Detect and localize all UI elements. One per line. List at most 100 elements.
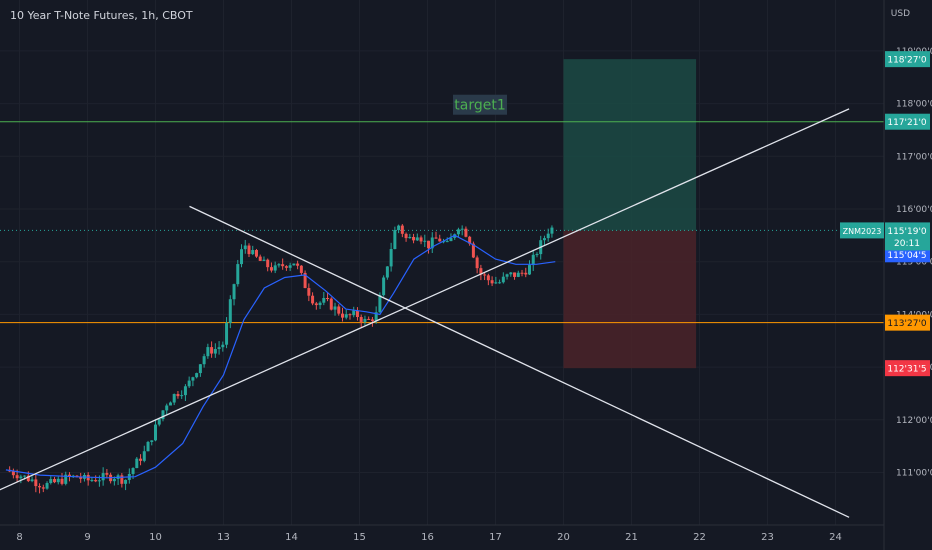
take-profit-zone[interactable]	[563, 59, 697, 231]
candle-body	[423, 240, 427, 242]
countdown-label: 20:11	[894, 239, 920, 249]
candle-body	[94, 480, 98, 482]
candle-body	[404, 233, 408, 239]
candle-body	[524, 272, 528, 275]
candle-body	[427, 240, 431, 249]
candle-body	[217, 347, 221, 350]
candle-body	[494, 282, 498, 284]
stop-loss-zone[interactable]	[563, 230, 697, 369]
candle-body	[180, 395, 184, 397]
candle-body	[419, 237, 423, 242]
candle-body	[370, 319, 374, 321]
candle-body	[382, 277, 386, 296]
candle-body	[157, 419, 161, 425]
tp-price-badge-bg	[885, 51, 930, 68]
candle-body	[56, 478, 60, 483]
candle-body	[64, 474, 68, 484]
candle-body	[131, 468, 135, 474]
candle-body	[146, 441, 150, 452]
candle-body	[486, 275, 490, 281]
candle-body	[243, 245, 247, 250]
trendline-1[interactable]	[0, 108, 850, 496]
tp-price-badge: 118'27'0	[887, 56, 927, 66]
candle-body	[378, 295, 382, 313]
candle-body	[296, 263, 300, 266]
candle-body	[314, 303, 318, 306]
x-tick-label: 8	[16, 532, 22, 543]
candle-body	[41, 487, 45, 489]
candle-body	[468, 236, 472, 244]
candle-body	[430, 237, 434, 249]
candle-body	[266, 259, 270, 268]
candle-body	[176, 394, 180, 397]
candle-body	[393, 230, 397, 250]
candle-body	[105, 473, 109, 475]
moving-average-line	[5, 234, 556, 479]
candle-body	[221, 344, 225, 348]
candle-body	[475, 257, 479, 269]
target1-label-bg	[453, 94, 507, 115]
candle-body	[236, 264, 240, 285]
candle-body	[341, 313, 344, 318]
candle-body	[79, 477, 83, 479]
candle-body	[528, 265, 531, 275]
candle-body	[509, 272, 513, 275]
candle-body	[352, 310, 356, 316]
candle-body	[490, 280, 494, 284]
candle-body	[359, 317, 363, 322]
candle-body	[165, 405, 169, 411]
candle-body	[303, 272, 307, 289]
x-tick-label: 22	[693, 532, 706, 543]
candle-body	[187, 380, 191, 387]
candle-body	[535, 254, 539, 256]
candle-body	[225, 322, 229, 345]
current-price-badge-bg	[885, 222, 930, 251]
candle-body	[53, 479, 57, 483]
candle-body	[247, 245, 251, 255]
x-tick-label: 23	[761, 532, 774, 543]
candle-body	[15, 475, 19, 479]
y-tick-label: 115'00'0	[896, 258, 932, 268]
y-tick-label: 111'00'0	[896, 469, 932, 479]
trendline-2[interactable]	[189, 205, 850, 518]
candle-body	[97, 480, 101, 482]
candle-body	[471, 243, 475, 258]
candle-body	[292, 263, 296, 266]
x-tick-label: 20	[557, 532, 570, 543]
chart-title: 10 Year T-Note Futures, 1h, CBOT	[10, 9, 193, 22]
x-tick-label: 10	[149, 532, 162, 543]
symbol-tag-bg	[840, 222, 884, 239]
candle-body	[240, 249, 244, 265]
candle-body	[258, 256, 262, 261]
candle-body	[135, 458, 139, 469]
candle-body	[161, 410, 165, 420]
candle-body	[389, 249, 393, 267]
x-tick-label: 14	[285, 532, 298, 543]
candle-body	[367, 318, 371, 320]
candle-body	[26, 475, 30, 482]
candle-body	[254, 250, 258, 257]
y-tick-label: 112'00'0	[896, 416, 932, 426]
candle-body	[172, 394, 176, 403]
candle-body	[195, 373, 199, 378]
candle-body	[326, 297, 330, 299]
candle-body	[479, 268, 483, 275]
ma-price-badge: 115'04'5	[887, 251, 926, 261]
candle-body	[516, 272, 520, 277]
candle-body	[337, 306, 341, 314]
candle-body	[269, 267, 273, 271]
candle-body	[299, 265, 303, 273]
candle-body	[400, 225, 404, 234]
x-tick-label: 15	[353, 532, 366, 543]
candle-body	[232, 284, 236, 300]
candle-body	[322, 297, 326, 303]
candle-body	[318, 302, 322, 306]
candle-body	[168, 402, 172, 406]
candle-body	[38, 486, 42, 488]
candle-body	[453, 234, 457, 238]
candle-body	[228, 299, 232, 323]
candle-body	[329, 298, 333, 310]
candle-body	[542, 238, 546, 241]
candle-body	[183, 386, 187, 396]
